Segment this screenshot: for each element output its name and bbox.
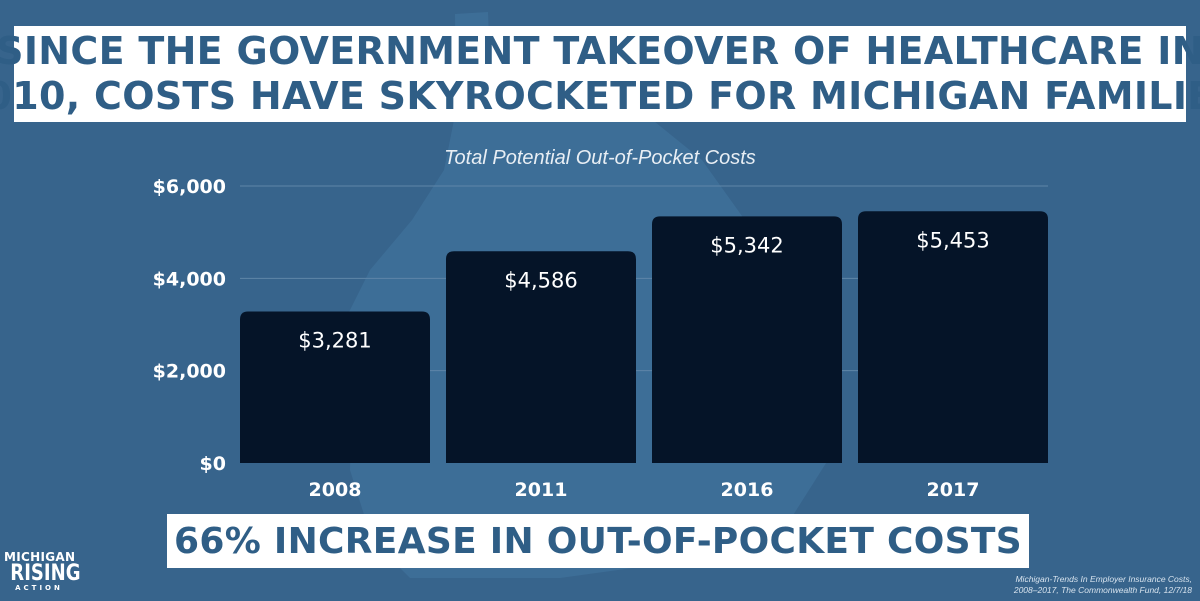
source-line-1: Michigan-Trends In Employer Insurance Co… (1015, 574, 1192, 584)
y-tick-label: $4,000 (153, 268, 226, 290)
title-line-1: SINCE THE GOVERNMENT TAKEOVER OF HEALTHC… (0, 29, 1200, 73)
bars (240, 211, 1048, 463)
title-line-2: 2010, COSTS HAVE SKYROCKETED FOR MICHIGA… (0, 74, 1200, 118)
chart-title: Total Potential Out-of-Pocket Costs (444, 147, 756, 169)
bar-2011 (446, 251, 636, 463)
bar-2008 (240, 311, 430, 463)
x-tick-label: 2011 (515, 479, 568, 501)
x-axis-ticks: 2008 2011 2016 2017 (309, 479, 980, 501)
y-axis-ticks: $0 $2,000 $4,000 $6,000 (153, 176, 226, 475)
source-line-2: 2008–2017, The Commonwealth Fund, 12/7/1… (1013, 585, 1192, 595)
logo-sub-text: ACTION (15, 584, 63, 592)
bar-value-label: $5,342 (710, 233, 783, 257)
michigan-rising-action-logo: MICHIGAN RISING ACTION (4, 550, 81, 593)
increase-banner: 66% INCREASE IN OUT-OF-POCKET COSTS (167, 514, 1029, 568)
y-tick-label: $6,000 (153, 176, 226, 198)
title-box: SINCE THE GOVERNMENT TAKEOVER OF HEALTHC… (0, 26, 1200, 122)
banner-text: 66% INCREASE IN OUT-OF-POCKET COSTS (174, 520, 1022, 562)
y-tick-label: $0 (200, 453, 226, 475)
logo-main-text: RISING (10, 561, 81, 586)
bar-2017 (858, 211, 1048, 463)
y-tick-label: $2,000 (153, 361, 226, 383)
x-tick-label: 2017 (927, 479, 980, 501)
bar-value-labels: $3,281 $4,586 $5,342 $5,453 (298, 228, 989, 352)
bar-value-label: $4,586 (504, 268, 577, 292)
x-tick-label: 2016 (721, 479, 774, 501)
bar-value-label: $5,453 (916, 228, 989, 252)
source-citation: Michigan-Trends In Employer Insurance Co… (892, 574, 1192, 596)
bar-2016 (652, 216, 842, 463)
logo-top-text: MICHIGAN (4, 550, 76, 564)
bar-value-label: $3,281 (298, 329, 371, 353)
x-tick-label: 2008 (309, 479, 362, 501)
